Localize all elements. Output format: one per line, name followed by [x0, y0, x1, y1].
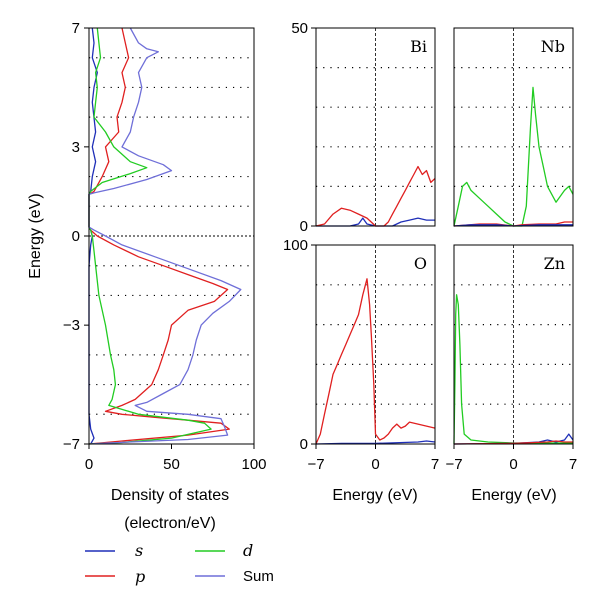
panel-title-zn: Zn [544, 254, 565, 273]
dos-x-axis-label-line1: Density of states [111, 487, 229, 504]
y-tick-label: 50 [291, 20, 308, 37]
zn-pdos-panel: −7 0 7 Zn [445, 244, 577, 473]
x-tick-label: 100 [241, 456, 266, 473]
y-tick-label: 0 [300, 436, 308, 453]
series-p-line [315, 165, 436, 227]
series-p-line [315, 278, 436, 445]
legend-s-label: s [135, 541, 143, 560]
legend-sum-label: Sum [243, 568, 274, 585]
zn-energy-x-label: Energy (eV) [471, 487, 556, 504]
total-dos-panel: −7 −3 0 3 7 0 50 100 [63, 20, 267, 473]
series-p-line [453, 221, 573, 227]
series-sum-line [88, 27, 242, 445]
panel-title-o: O [414, 254, 427, 273]
dos-x-axis-label-line2: (electron/eV) [124, 515, 216, 532]
y-tick-label: 0 [72, 228, 80, 245]
legend-p-label: p [135, 567, 145, 586]
x-tick-label: −7 [307, 456, 324, 473]
y-tick-label: 7 [72, 20, 80, 37]
x-tick-label: −7 [445, 456, 462, 473]
series-d-line [453, 86, 574, 227]
legend-d-label: d [243, 541, 253, 560]
y-tick-label: −3 [63, 317, 80, 334]
x-tick-label: 7 [431, 456, 439, 473]
o-pdos-panel: 0 100 −7 0 7 O [283, 237, 439, 473]
x-tick-label: 50 [163, 456, 180, 473]
nb-pdos-panel: Nb [453, 27, 574, 227]
panel-title-nb: Nb [541, 37, 565, 56]
y-tick-label: 100 [283, 237, 308, 254]
bi-pdos-panel: 0 50 Bi [291, 20, 436, 235]
plot-frame [453, 244, 574, 445]
x-tick-label: 7 [569, 456, 577, 473]
legend: s p d Sum [85, 541, 274, 586]
y-tick-label: −7 [63, 436, 80, 453]
plot-frame [315, 27, 436, 227]
panel-title-bi: Bi [410, 37, 427, 56]
plot-frame [453, 27, 574, 227]
y-tick-label: 3 [72, 139, 80, 156]
x-tick-label: 0 [85, 456, 93, 473]
energy-y-axis-label: Energy (eV) [27, 193, 44, 278]
series-p-line [88, 27, 230, 445]
plot-frame [315, 244, 436, 445]
x-tick-label: 0 [371, 456, 379, 473]
series-d-line [88, 27, 212, 445]
y-tick-label: 0 [300, 218, 308, 235]
x-tick-label: 0 [509, 456, 517, 473]
o-energy-x-label: Energy (eV) [332, 487, 417, 504]
